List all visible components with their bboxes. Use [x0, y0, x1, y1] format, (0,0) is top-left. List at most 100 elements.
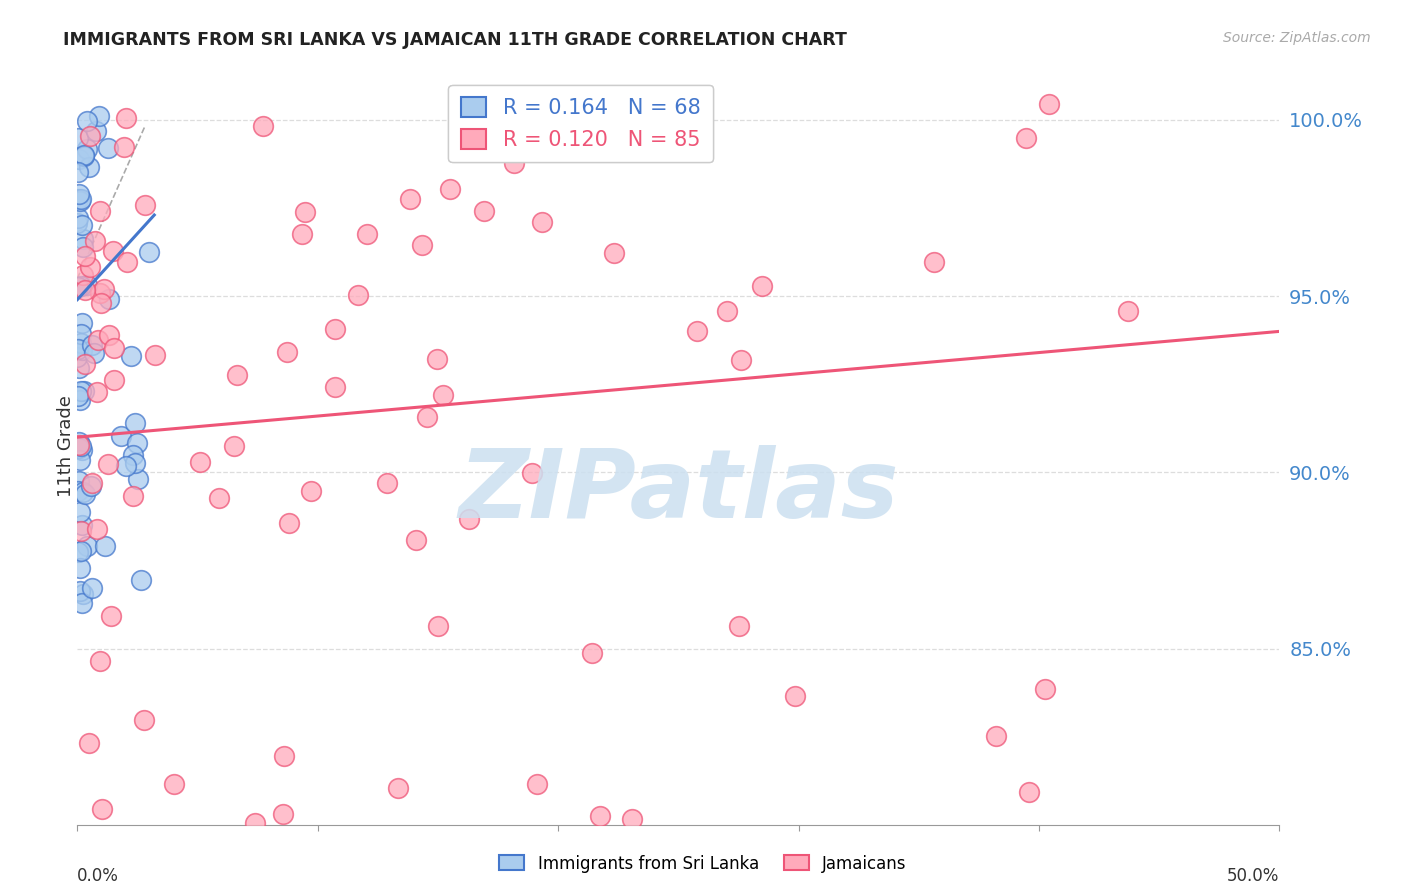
Point	[620, 813, 643, 827]
Point	[66, 130, 89, 145]
Point	[101, 244, 124, 258]
Point	[120, 349, 142, 363]
Point	[89, 109, 111, 123]
Point	[143, 348, 166, 362]
Point	[75, 357, 97, 371]
Point	[103, 373, 125, 387]
Point	[80, 478, 103, 492]
Point	[77, 160, 100, 174]
Point	[67, 165, 90, 179]
Point	[208, 491, 231, 505]
Point	[69, 392, 91, 407]
Point	[70, 335, 93, 350]
Point	[69, 505, 91, 519]
Point	[67, 186, 90, 201]
Point	[93, 539, 115, 553]
Point	[134, 198, 156, 212]
Point	[66, 351, 89, 365]
Text: IMMIGRANTS FROM SRI LANKA VS JAMAICAN 11TH GRADE CORRELATION CHART: IMMIGRANTS FROM SRI LANKA VS JAMAICAN 11…	[63, 31, 848, 49]
Point	[375, 476, 398, 491]
Point	[134, 713, 156, 727]
Point	[66, 211, 89, 225]
Point	[80, 476, 103, 491]
Point	[72, 240, 94, 254]
Point	[924, 255, 946, 269]
Point	[70, 439, 93, 453]
Point	[1033, 682, 1056, 697]
Point	[89, 286, 111, 301]
Point	[69, 194, 91, 209]
Point	[67, 435, 90, 450]
Point	[439, 182, 461, 196]
Point	[89, 203, 111, 218]
Point	[91, 802, 114, 816]
Point	[127, 436, 149, 450]
Point	[415, 410, 437, 425]
Point	[72, 587, 94, 601]
Point	[589, 809, 612, 823]
Point	[84, 234, 107, 248]
Point	[115, 458, 138, 473]
Point	[1038, 97, 1060, 112]
Point	[405, 533, 427, 548]
Point	[67, 361, 90, 376]
Point	[103, 341, 125, 355]
Point	[163, 777, 186, 791]
Point	[69, 453, 91, 467]
Point	[79, 128, 101, 143]
Point	[69, 583, 91, 598]
Point	[730, 353, 752, 368]
Point	[93, 282, 115, 296]
Point	[67, 342, 90, 356]
Point	[121, 448, 143, 462]
Point	[66, 545, 89, 559]
Point	[69, 384, 91, 398]
Point	[411, 238, 433, 252]
Point	[110, 429, 132, 443]
Point	[426, 618, 449, 632]
Point	[69, 560, 91, 574]
Point	[323, 321, 346, 335]
Point	[252, 119, 274, 133]
Point	[112, 140, 135, 154]
Point	[271, 807, 294, 822]
Point	[70, 442, 93, 457]
Point	[472, 203, 495, 218]
Point	[67, 438, 90, 452]
Point	[138, 244, 160, 259]
Point	[783, 689, 806, 703]
Point	[522, 467, 544, 481]
Point	[530, 215, 553, 229]
Point	[86, 522, 108, 536]
Point	[346, 288, 368, 302]
Point	[299, 484, 322, 499]
Point	[278, 516, 301, 531]
Point	[86, 333, 108, 347]
Point	[76, 114, 98, 128]
Point	[72, 317, 94, 331]
Point	[70, 278, 93, 293]
Point	[458, 511, 481, 525]
Text: ZIPatlas: ZIPatlas	[458, 445, 898, 538]
Point	[66, 484, 89, 499]
Point	[124, 416, 146, 430]
Point	[70, 596, 93, 610]
Point	[67, 441, 90, 455]
Point	[69, 192, 91, 206]
Point	[67, 192, 90, 206]
Point	[83, 346, 105, 360]
Point	[73, 384, 96, 398]
Point	[323, 380, 346, 394]
Point	[526, 776, 548, 790]
Point	[66, 280, 89, 294]
Point	[475, 114, 498, 128]
Point	[67, 152, 90, 166]
Point	[387, 781, 409, 796]
Y-axis label: 11th Grade: 11th Grade	[58, 395, 75, 497]
Point	[716, 303, 738, 318]
Point	[76, 539, 98, 553]
Point	[603, 246, 626, 260]
Point	[984, 729, 1007, 743]
Point	[70, 518, 93, 533]
Point	[73, 147, 96, 161]
